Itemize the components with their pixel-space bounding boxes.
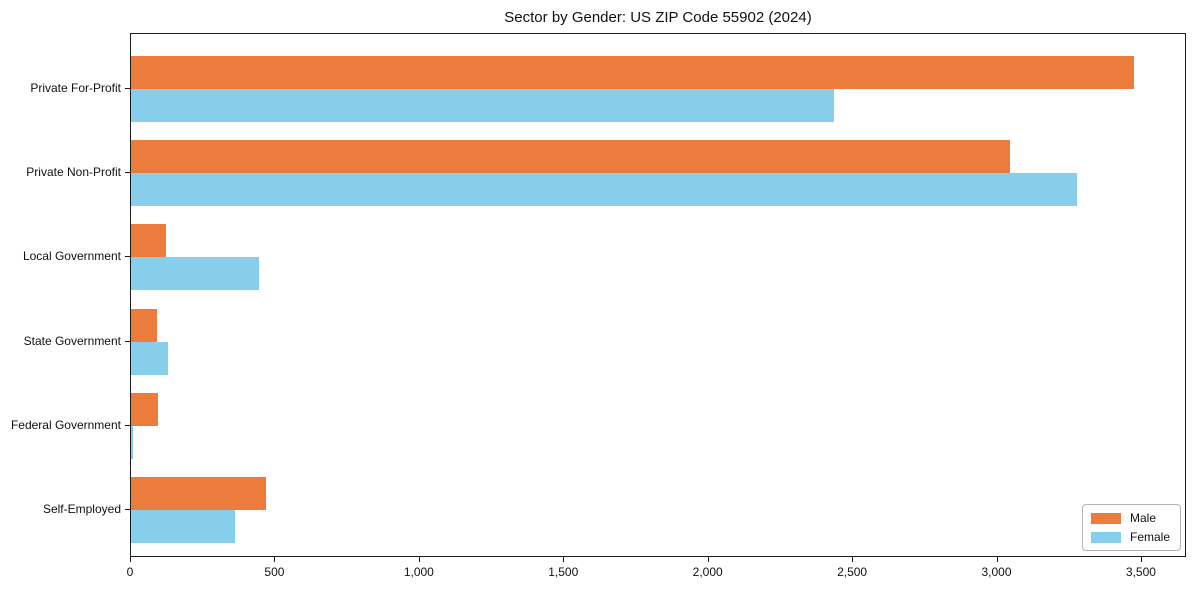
bar-male-2	[131, 140, 1011, 174]
y-axis-label: Federal Government	[10, 417, 121, 432]
x-axis-tick	[1140, 557, 1142, 562]
x-axis-tick	[996, 557, 998, 562]
y-axis-label: Private Non-Profit	[26, 165, 121, 180]
legend-label: Female	[1129, 530, 1170, 544]
bar-female-2	[131, 173, 1077, 207]
bar-male-5	[131, 392, 159, 426]
x-axis-tick	[707, 557, 709, 562]
chart-title: Sector by Gender: US ZIP Code 55902 (202…	[504, 9, 812, 26]
x-axis-tick	[130, 557, 131, 562]
bar-female-1	[131, 89, 835, 122]
y-axis-tick	[125, 340, 130, 342]
bar-male-6	[131, 477, 267, 510]
bar-female-6	[131, 510, 235, 543]
x-axis-label: 3,500	[1125, 565, 1156, 579]
y-axis-tick	[125, 424, 130, 426]
bar-female-4	[131, 341, 169, 375]
legend-label: Male	[1129, 511, 1156, 525]
y-axis-label: State Government	[23, 333, 121, 348]
x-axis-label: 2,000	[692, 565, 723, 579]
bar-female-5	[131, 425, 134, 459]
x-axis-label: 500	[264, 565, 285, 579]
x-axis-tick	[418, 557, 420, 562]
legend-swatch-male	[1090, 512, 1121, 524]
x-axis-tick	[563, 557, 565, 562]
bar-male-4	[131, 308, 157, 342]
legend-entry-female: Female	[1090, 530, 1170, 544]
x-axis-label: 0	[126, 565, 134, 579]
x-axis-tick	[274, 557, 276, 562]
x-axis-label: 1,500	[548, 565, 579, 579]
y-axis-tick	[125, 256, 130, 258]
bar-male-1	[131, 56, 1135, 89]
bar-male-3	[131, 224, 166, 258]
x-axis-label: 3,000	[981, 565, 1012, 579]
y-axis-label: Local Government	[22, 249, 121, 264]
x-axis-tick	[852, 557, 854, 562]
y-axis-label: Private For-Profit	[30, 81, 121, 95]
x-axis-label: 2,500	[837, 565, 868, 579]
x-axis-label: 1,000	[403, 565, 434, 579]
y-axis-tick	[125, 88, 130, 89]
y-axis-label: Self-Employed	[42, 502, 121, 516]
y-axis-tick	[125, 509, 130, 510]
legend: Male Female	[1081, 504, 1181, 551]
plot-area: Male Female	[130, 33, 1186, 557]
y-axis-tick	[125, 172, 130, 174]
legend-entry-male: Male	[1090, 511, 1170, 525]
bar-female-3	[131, 257, 260, 291]
legend-swatch-female	[1090, 531, 1121, 543]
